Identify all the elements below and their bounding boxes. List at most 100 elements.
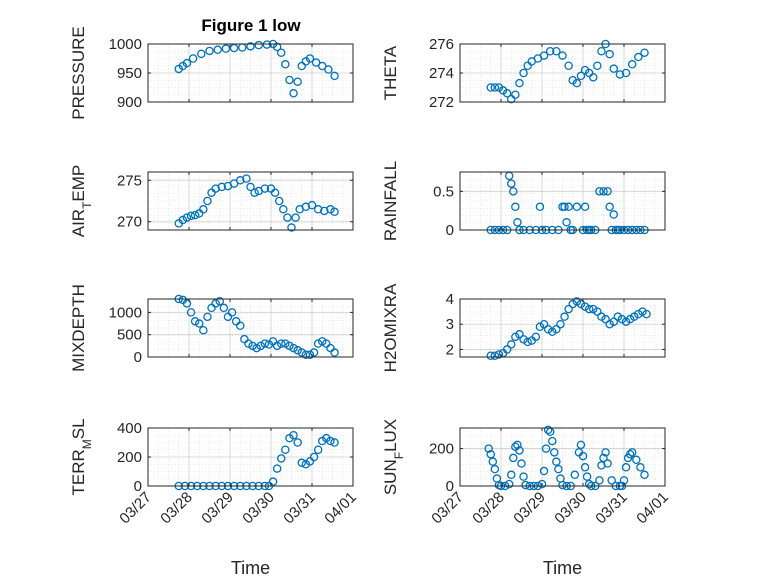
data-point (270, 188, 280, 197)
data-point (627, 60, 637, 69)
data-point (486, 351, 495, 360)
data-point (513, 218, 522, 227)
data-point (502, 345, 512, 354)
data-point (603, 187, 612, 196)
data-point (541, 444, 551, 453)
data-point (627, 448, 637, 457)
data-point (186, 308, 196, 317)
data-point (607, 476, 616, 485)
data-point (601, 448, 610, 457)
data-point (572, 202, 582, 212)
data-point (190, 210, 200, 220)
axes-box (459, 427, 666, 487)
data-point (289, 89, 298, 98)
axes-box (147, 171, 354, 231)
data-point (256, 341, 265, 351)
data-point (576, 440, 586, 450)
y-tick-label: 900 (117, 94, 142, 111)
data-point (268, 477, 278, 486)
data-point (531, 332, 541, 342)
data-point (215, 296, 224, 306)
data-point (490, 83, 500, 92)
data-point (317, 337, 327, 346)
data-point (556, 319, 565, 329)
data-point (330, 71, 339, 81)
subplot-mixdepth: 0 500 1000 MIXDEPTH (69, 284, 354, 372)
data-point (515, 78, 524, 88)
data-point (244, 339, 253, 348)
y-tick-label: 1000 (109, 36, 142, 53)
data-point (554, 464, 563, 474)
axes-box (147, 298, 354, 358)
data-point (182, 213, 192, 222)
data-point (276, 339, 286, 348)
data-point (291, 213, 300, 222)
data-point (486, 449, 495, 459)
data-point (250, 188, 259, 197)
data-point (539, 466, 549, 476)
y-tick-label: 276 (429, 36, 454, 53)
data-point (578, 451, 588, 461)
data-point (560, 312, 569, 321)
data-point (609, 210, 619, 219)
data-point (203, 312, 212, 322)
y-tick-label: 0 (134, 349, 142, 366)
data-point (182, 58, 192, 68)
data-point (281, 60, 290, 69)
data-point (502, 89, 512, 98)
data-point (535, 202, 545, 212)
data-point (248, 341, 257, 351)
data-point (254, 40, 263, 50)
data-point (589, 73, 598, 82)
data-point (595, 476, 604, 485)
data-point (313, 445, 323, 454)
y-tick-label: 0 (134, 478, 142, 495)
data-point (309, 348, 319, 357)
data-point (281, 445, 290, 454)
data-point (199, 325, 208, 335)
data-point (274, 196, 284, 206)
data-point (515, 446, 524, 455)
data-point (615, 70, 625, 79)
data-point (227, 308, 237, 317)
data-point (636, 463, 645, 472)
data-point (605, 49, 614, 59)
data-point (289, 430, 298, 440)
data-point (509, 187, 518, 196)
y-tick-label: 274 (429, 65, 454, 82)
subplot-theta: 272 274 276 THETA (381, 36, 666, 111)
data-point (287, 223, 296, 232)
y-tick-label: 200 (117, 449, 142, 466)
data-point (552, 325, 561, 334)
data-point (511, 90, 520, 100)
data-point (564, 202, 573, 212)
data-point (297, 458, 306, 468)
data-point (601, 314, 610, 324)
data-point (599, 187, 608, 196)
data-point (562, 218, 571, 227)
y-axis-label: MIXDEPTH (69, 284, 88, 372)
data-point (564, 61, 573, 71)
y-axis-label: SUNFLUX (381, 419, 406, 495)
data-point (272, 464, 282, 473)
data-point (552, 47, 561, 56)
data-point (625, 449, 635, 459)
data-point (640, 48, 649, 57)
data-point (320, 206, 329, 216)
data-point (276, 48, 286, 57)
subplot-air-temp: 270 275 AIRTEMP (69, 165, 354, 238)
data-point (211, 184, 220, 193)
data-point (593, 307, 602, 316)
data-point (190, 317, 200, 326)
data-point (570, 470, 580, 480)
y-axis-label: AIRTEMP (69, 165, 94, 238)
data-point (640, 470, 649, 480)
data-point (199, 205, 208, 214)
data-point (289, 343, 298, 353)
data-point (313, 205, 323, 214)
x-axis-label: Time (543, 558, 582, 578)
data-point (305, 350, 315, 360)
data-point (603, 459, 612, 468)
data-point (197, 49, 206, 59)
